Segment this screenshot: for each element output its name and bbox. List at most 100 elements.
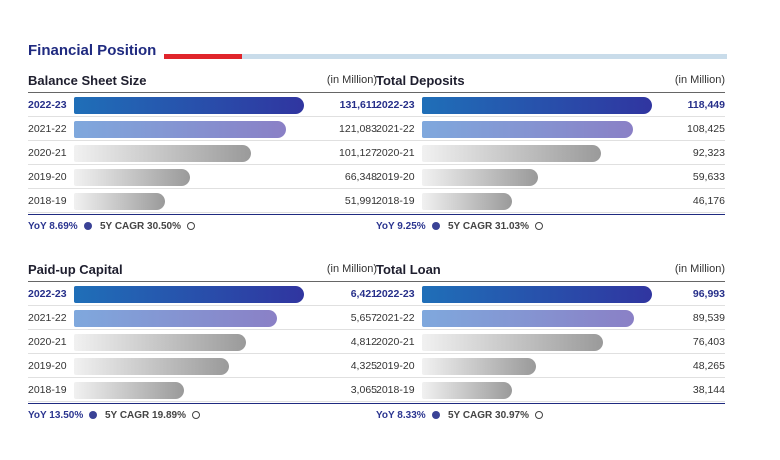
bar-row: 2020-21 92,323 bbox=[376, 142, 725, 165]
cagr-label: 5Y CAGR 30.50% bbox=[100, 221, 181, 232]
data-label: 3,065 bbox=[350, 384, 377, 396]
chart-panel: Balance Sheet Size (in Million) 2022-23 131… bbox=[28, 72, 377, 235]
bar bbox=[74, 286, 304, 303]
yoy-label: YoY 9.25% bbox=[376, 221, 426, 232]
bar-row: 2019-20 59,633 bbox=[376, 166, 725, 189]
unit-label: (in Million) bbox=[326, 263, 377, 275]
bar bbox=[422, 193, 512, 210]
data-label: 48,265 bbox=[692, 360, 725, 372]
up-indicator-icon bbox=[84, 222, 92, 230]
data-label: 96,993 bbox=[692, 288, 725, 300]
bar bbox=[422, 169, 538, 186]
chart-title: Paid-up Capital bbox=[28, 262, 123, 277]
panel-header: Paid-up Capital (in Million) bbox=[28, 261, 377, 282]
category-label: 2019-20 bbox=[376, 360, 415, 372]
category-label: 2022-23 bbox=[28, 288, 67, 300]
chart-title: Total Loan bbox=[376, 262, 441, 277]
up-indicator-icon bbox=[432, 222, 440, 230]
up-indicator-icon bbox=[89, 411, 97, 419]
data-label: 101,127 bbox=[339, 147, 377, 159]
data-label: 131,611 bbox=[339, 99, 377, 111]
bar bbox=[422, 145, 601, 162]
category-label: 2019-20 bbox=[376, 171, 415, 183]
panel-header: Total Loan (in Million) bbox=[376, 261, 725, 282]
bar bbox=[422, 97, 652, 114]
category-label: 2021-22 bbox=[376, 312, 415, 324]
category-label: 2018-19 bbox=[376, 384, 415, 396]
bar bbox=[74, 358, 229, 375]
panel-header: Balance Sheet Size (in Million) bbox=[28, 72, 377, 93]
category-label: 2020-21 bbox=[376, 336, 415, 348]
circle-indicator-icon bbox=[535, 222, 543, 230]
bar-row: 2022-23 131,611 bbox=[28, 94, 377, 117]
bar bbox=[74, 334, 246, 351]
circle-indicator-icon bbox=[187, 222, 195, 230]
bar-row: 2020-21 4,812 bbox=[28, 331, 377, 354]
category-label: 2021-22 bbox=[376, 123, 415, 135]
category-label: 2018-19 bbox=[376, 195, 415, 207]
bar-row: 2021-22 108,425 bbox=[376, 118, 725, 141]
bar bbox=[422, 382, 512, 399]
bar-row: 2018-19 46,176 bbox=[376, 190, 725, 213]
panel-footer: YoY 9.25% 5Y CAGR 31.03% bbox=[376, 214, 725, 235]
bar-row: 2021-22 89,539 bbox=[376, 307, 725, 330]
yoy-label: YoY 8.33% bbox=[376, 410, 426, 421]
bar-row: 2020-21 76,403 bbox=[376, 331, 725, 354]
bar bbox=[74, 145, 251, 162]
chart-panel: Total Loan (in Million) 2022-23 96,993 2021-… bbox=[376, 261, 725, 424]
category-label: 2020-21 bbox=[28, 147, 67, 159]
category-label: 2022-23 bbox=[376, 99, 415, 111]
data-label: 4,325 bbox=[350, 360, 377, 372]
data-label: 89,539 bbox=[692, 312, 725, 324]
unit-label: (in Million) bbox=[674, 74, 725, 86]
category-label: 2020-21 bbox=[376, 147, 415, 159]
data-label: 108,425 bbox=[687, 123, 725, 135]
category-label: 2021-22 bbox=[28, 123, 67, 135]
bar bbox=[422, 121, 633, 138]
data-label: 66,348 bbox=[344, 171, 377, 183]
data-label: 118,449 bbox=[687, 99, 725, 111]
circle-indicator-icon bbox=[192, 411, 200, 419]
chart-title: Balance Sheet Size bbox=[28, 73, 147, 88]
data-label: 6,421 bbox=[350, 288, 377, 300]
data-label: 4,812 bbox=[350, 336, 377, 348]
category-label: 2021-22 bbox=[28, 312, 67, 324]
bar bbox=[74, 193, 165, 210]
bar-row: 2018-19 3,065 bbox=[28, 379, 377, 402]
page-title: Financial Position bbox=[28, 42, 157, 59]
title-rule-accent bbox=[164, 54, 242, 59]
circle-indicator-icon bbox=[535, 411, 543, 419]
panel-header: Total Deposits (in Million) bbox=[376, 72, 725, 93]
data-label: 76,403 bbox=[692, 336, 725, 348]
data-label: 59,633 bbox=[692, 171, 725, 183]
title-rule bbox=[164, 54, 727, 59]
category-label: 2020-21 bbox=[28, 336, 67, 348]
bar-row: 2021-22 121,083 bbox=[28, 118, 377, 141]
yoy-label: YoY 13.50% bbox=[28, 410, 84, 421]
cagr-label: 5Y CAGR 31.03% bbox=[448, 221, 529, 232]
bar bbox=[422, 310, 634, 327]
category-label: 2018-19 bbox=[28, 384, 67, 396]
chart-panel: Total Deposits (in Million) 2022-23 118,449… bbox=[376, 72, 725, 235]
category-label: 2022-23 bbox=[376, 288, 415, 300]
data-label: 38,144 bbox=[692, 384, 725, 396]
category-label: 2019-20 bbox=[28, 171, 67, 183]
panel-footer: YoY 13.50% 5Y CAGR 19.89% bbox=[28, 403, 377, 424]
bar-row: 2022-23 96,993 bbox=[376, 283, 725, 306]
bar bbox=[74, 169, 190, 186]
bar-row: 2018-19 51,991 bbox=[28, 190, 377, 213]
up-indicator-icon bbox=[432, 411, 440, 419]
data-label: 92,323 bbox=[692, 147, 725, 159]
bar-row: 2020-21 101,127 bbox=[28, 142, 377, 165]
unit-label: (in Million) bbox=[674, 263, 725, 275]
chart-panel: Paid-up Capital (in Million) 2022-23 6,421 2… bbox=[28, 261, 377, 424]
yoy-label: YoY 8.69% bbox=[28, 221, 78, 232]
category-label: 2022-23 bbox=[28, 99, 67, 111]
category-label: 2018-19 bbox=[28, 195, 67, 207]
cagr-label: 5Y CAGR 30.97% bbox=[448, 410, 529, 421]
category-label: 2019-20 bbox=[28, 360, 67, 372]
bar bbox=[422, 334, 603, 351]
bar-row: 2018-19 38,144 bbox=[376, 379, 725, 402]
panel-footer: YoY 8.69% 5Y CAGR 30.50% bbox=[28, 214, 377, 235]
data-label: 121,083 bbox=[339, 123, 377, 135]
